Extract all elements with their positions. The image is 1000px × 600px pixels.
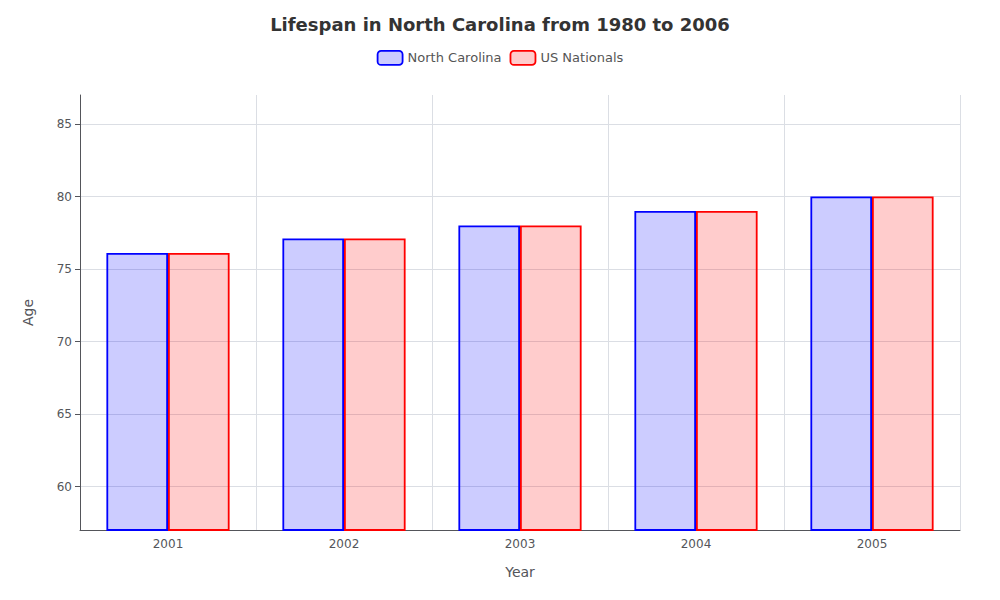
svg-text:US Nationals: US Nationals bbox=[540, 50, 623, 65]
svg-text:2004: 2004 bbox=[681, 537, 712, 551]
svg-text:85: 85 bbox=[57, 117, 72, 131]
svg-text:2002: 2002 bbox=[329, 537, 360, 551]
svg-text:Year: Year bbox=[504, 564, 535, 580]
svg-text:80: 80 bbox=[57, 190, 72, 204]
svg-text:2003: 2003 bbox=[505, 537, 536, 551]
svg-text:Age: Age bbox=[20, 299, 36, 326]
svg-text:65: 65 bbox=[57, 407, 72, 421]
svg-text:North Carolina: North Carolina bbox=[408, 50, 502, 65]
svg-text:2005: 2005 bbox=[857, 537, 888, 551]
svg-text:60: 60 bbox=[57, 480, 72, 494]
svg-text:Lifespan in North Carolina fro: Lifespan in North Carolina from 1980 to … bbox=[270, 14, 730, 35]
svg-text:75: 75 bbox=[57, 262, 72, 276]
svg-text:70: 70 bbox=[57, 335, 72, 349]
svg-text:2001: 2001 bbox=[153, 537, 184, 551]
